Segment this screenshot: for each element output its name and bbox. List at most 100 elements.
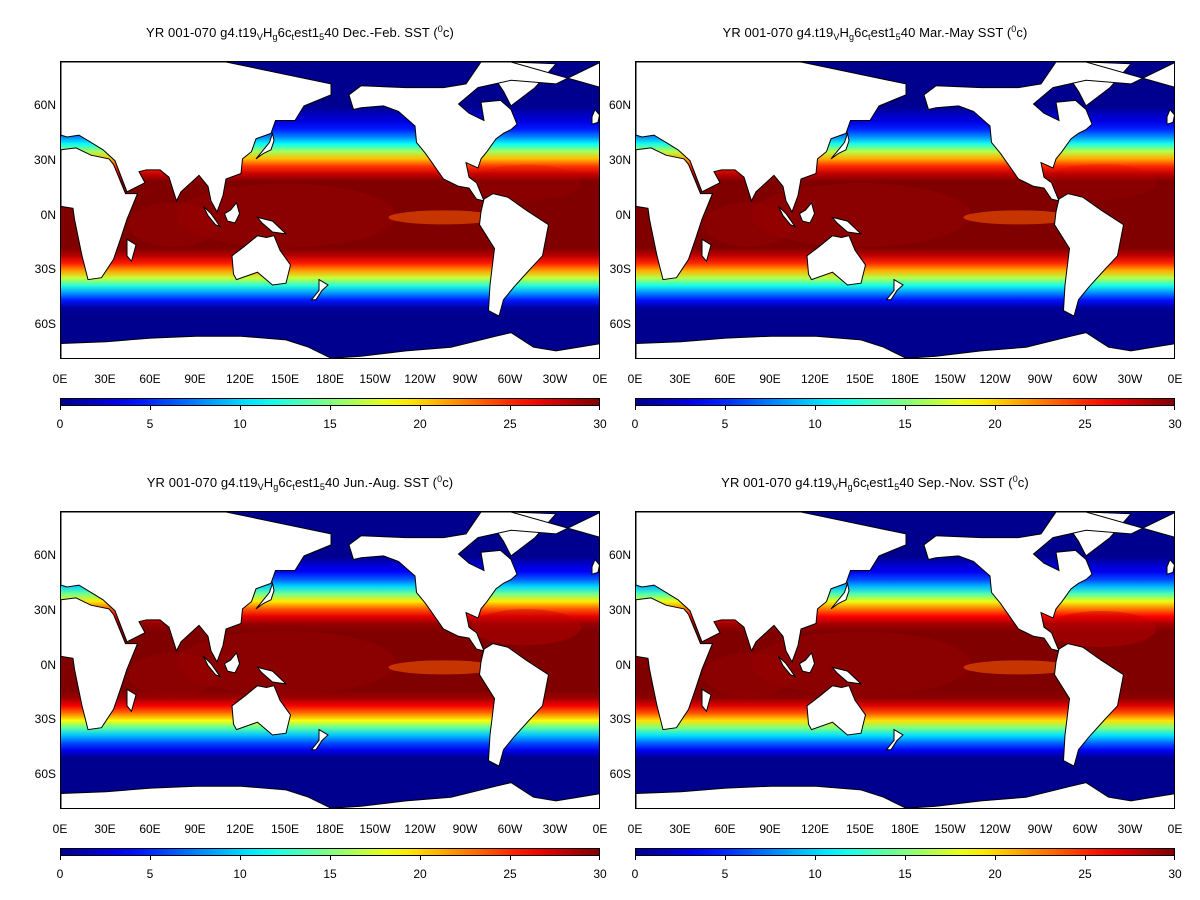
lon-tick-label: 30W [1117, 822, 1143, 836]
land-mass [126, 688, 137, 713]
atlantic-warm [471, 609, 581, 646]
land-mass [636, 782, 1174, 808]
title-part: 6c [278, 475, 293, 490]
lon-tick-label: 0E [1167, 822, 1183, 836]
title-part: c) [1017, 475, 1029, 490]
lon-tick-label: 150W [359, 372, 391, 386]
lon-tick-label: 30W [542, 822, 568, 836]
land-mass [830, 581, 850, 610]
title-part: H [263, 475, 274, 490]
lon-tick-label: 90W [1027, 372, 1053, 386]
colorbar-tick [599, 856, 600, 860]
land-mass [831, 666, 863, 685]
lat-tick-label: 0N [615, 657, 631, 672]
lon-tick-label: 60E [714, 822, 736, 836]
colorbar-tick [420, 856, 421, 860]
colorbar-tick-label: 25 [1078, 417, 1092, 431]
land-mass [348, 62, 599, 202]
colorbar-tick [1085, 406, 1086, 410]
lon-tick-label: 0E [592, 822, 608, 836]
colorbar-tick-label: 0 [631, 417, 639, 431]
title-part: YR 001-070 g4.t19 [146, 475, 258, 490]
colorbar-tick-label: 5 [721, 417, 729, 431]
lat-tick-label: 60N [33, 97, 56, 112]
lon-tick-label: 60W [1072, 372, 1098, 386]
sst-map [635, 511, 1175, 809]
title-part: c) [442, 25, 454, 40]
colorbar-tick [599, 406, 600, 410]
title-part: H [263, 25, 273, 40]
colorbar-tick-label: 5 [721, 867, 729, 881]
lat-tick-label: 60S [609, 317, 631, 332]
sst-map [60, 61, 600, 359]
colorbar-tick-label: 15 [898, 417, 912, 431]
colorbar-tick-label: 20 [988, 867, 1002, 881]
atlantic-warm [471, 164, 581, 201]
colorbar-tick-label: 20 [413, 417, 427, 431]
lon-tick-label: 30E [669, 372, 691, 386]
colorbar [60, 398, 600, 406]
colorbar-tick [510, 406, 511, 410]
colorbar-tick-label: 15 [323, 417, 337, 431]
lon-tick-label: 60W [1072, 822, 1098, 836]
map-panel-djf: YR 001-070 g4.t19VHg6ctest1540 Dec.-Feb.… [0, 0, 607, 450]
lon-tick-label: 0E [627, 822, 643, 836]
colorbar-tick-label: 25 [503, 417, 517, 431]
land-mass [701, 238, 712, 263]
lon-tick-label: 30E [94, 822, 116, 836]
colorbar-tick [1174, 406, 1175, 410]
colorbar-tick [240, 406, 241, 410]
lat-tick-label: 0N [615, 207, 631, 222]
lon-tick-label: 180E [890, 372, 920, 386]
title-part: t [866, 482, 870, 492]
title-part: est1 [294, 475, 320, 490]
title-part: 40 Jun.-Aug. SST ( [324, 475, 438, 490]
land-mass [778, 656, 797, 678]
land-mass [923, 512, 1174, 652]
colorbar [635, 848, 1175, 856]
title-part: V [833, 32, 840, 42]
land-mass [256, 216, 288, 235]
lon-tick-label: 90W [452, 822, 478, 836]
colorbar-tick-label: 15 [898, 867, 912, 881]
colorbar-tick [150, 856, 151, 860]
colorbar-tick [60, 406, 61, 410]
panel-title: YR 001-070 g4.t19VHg6ctest1540 Mar.-May … [575, 24, 1175, 42]
lat-tick-label: 60N [608, 97, 631, 112]
colorbar-tick [995, 406, 996, 410]
colorbar-tick [635, 406, 636, 410]
title-part: 6c [854, 25, 869, 40]
lat-tick-label: 30N [608, 152, 631, 167]
lat-tick-label: 0N [40, 207, 56, 222]
lon-tick-label: 150W [359, 822, 391, 836]
lon-tick-label: 90E [184, 372, 206, 386]
lon-tick-label: 120E [800, 372, 830, 386]
atlantic-warm [1046, 163, 1156, 200]
title-part: c) [1016, 25, 1028, 40]
land-mass [1053, 193, 1125, 317]
land-mass [591, 558, 599, 575]
title-part: 40 Dec.-Feb. SST ( [324, 25, 438, 40]
lon-tick-label: 120E [225, 372, 255, 386]
title-part: c) [442, 475, 454, 490]
land-mass [223, 651, 241, 674]
land-mass [61, 62, 332, 214]
colorbar-tick-label: 10 [808, 867, 822, 881]
lat-tick-label: 60S [34, 767, 56, 782]
colorbar-tick [905, 406, 906, 410]
colorbar-tick-label: 25 [1078, 867, 1092, 881]
land-mass [255, 581, 275, 610]
colorbar-tick-label: 10 [808, 417, 822, 431]
title-part: 0 [437, 24, 443, 34]
land-mass [231, 235, 292, 286]
land-mass [885, 278, 904, 301]
title-part: 6c [852, 475, 867, 490]
land-mass [806, 685, 867, 736]
title-part: YR 001-070 g4.t19 [146, 25, 257, 40]
land-mass [636, 332, 1174, 358]
colorbar-tick-label: 30 [593, 867, 607, 881]
lon-tick-label: 120W [404, 372, 436, 386]
land-mass [61, 147, 139, 281]
lon-tick-label: 150E [845, 822, 875, 836]
title-part: 5 [894, 482, 900, 492]
